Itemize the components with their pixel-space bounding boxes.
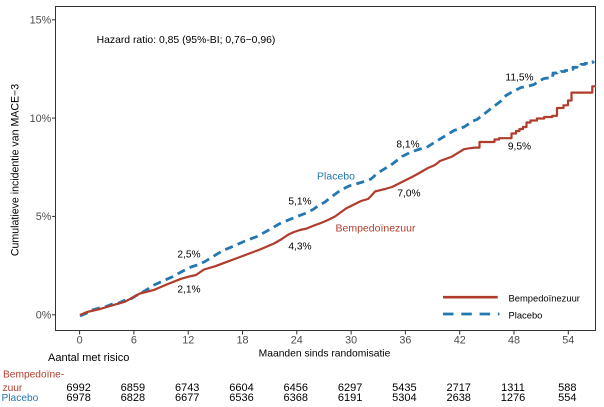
svg-text:2717: 2717 [446,382,470,394]
svg-text:30: 30 [345,335,357,347]
svg-text:554: 554 [558,392,576,402]
svg-text:Cumulatieve incidentie van MAC: Cumulatieve incidentie van MACE−3 [9,84,21,256]
svg-text:6297: 6297 [338,382,362,394]
svg-text:2,5%: 2,5% [177,250,200,261]
svg-text:5,1%: 5,1% [288,197,311,208]
svg-text:9,5%: 9,5% [508,142,531,153]
svg-text:Maanden sinds randomisatie: Maanden sinds randomisatie [259,349,391,360]
svg-text:Aantal met risico: Aantal met risico [48,352,129,364]
svg-text:Placebo: Placebo [317,171,355,183]
svg-text:zuur: zuur [3,383,23,394]
svg-text:6604: 6604 [229,382,253,394]
svg-text:54: 54 [562,335,574,347]
svg-text:Placebo: Placebo [509,309,543,320]
svg-text:6743: 6743 [175,382,199,394]
svg-text:6859: 6859 [121,382,145,394]
svg-text:1276: 1276 [501,392,525,402]
svg-text:6992: 6992 [66,382,90,394]
svg-text:588: 588 [558,382,576,394]
svg-text:0%: 0% [36,310,52,322]
svg-text:6456: 6456 [284,382,308,394]
svg-text:6: 6 [131,335,137,347]
svg-text:4,3%: 4,3% [288,242,311,253]
svg-text:15%: 15% [30,15,52,27]
svg-text:5304: 5304 [392,392,416,402]
svg-text:Placebo: Placebo [2,393,39,402]
svg-text:Bempedoïnezuur: Bempedoïnezuur [336,223,416,235]
svg-text:Bempedoïne-: Bempedoïne- [3,370,64,381]
svg-text:18: 18 [236,335,248,347]
svg-text:2,1%: 2,1% [177,285,200,296]
svg-text:6368: 6368 [284,392,308,402]
svg-text:10%: 10% [30,113,52,125]
svg-text:24: 24 [291,335,303,347]
svg-text:11,5%: 11,5% [505,73,533,84]
svg-text:6191: 6191 [338,392,362,402]
svg-text:6677: 6677 [175,392,199,402]
svg-text:0: 0 [77,335,83,347]
svg-text:5435: 5435 [392,382,416,394]
svg-text:6978: 6978 [66,392,90,402]
svg-text:1311: 1311 [501,382,525,394]
svg-text:7,0%: 7,0% [397,189,420,200]
svg-text:36: 36 [399,335,411,347]
svg-text:Bempedoïnezuur: Bempedoïnezuur [509,293,580,304]
svg-text:42: 42 [454,335,466,347]
svg-text:12: 12 [182,335,194,347]
svg-text:2638: 2638 [446,392,470,402]
svg-text:6536: 6536 [229,392,253,402]
svg-text:48: 48 [508,335,520,347]
svg-text:5%: 5% [36,211,52,223]
svg-text:Hazard ratio: 0,85 (95%-BI; 0,: Hazard ratio: 0,85 (95%-BI; 0,76−0,96) [97,35,276,46]
svg-text:8,1%: 8,1% [396,140,419,151]
svg-text:6828: 6828 [121,392,145,402]
